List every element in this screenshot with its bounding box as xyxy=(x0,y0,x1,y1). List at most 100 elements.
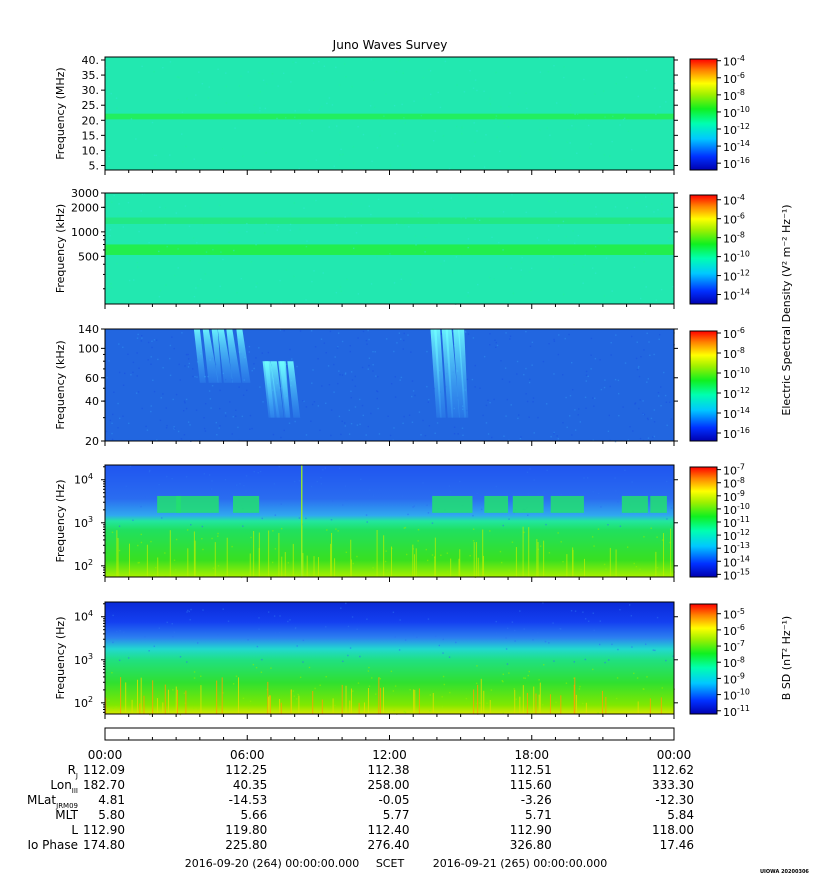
spectrogram-panels: 40.35.30.25.20.15.10.5.Frequency (MHz)10… xyxy=(54,54,793,719)
speckle xyxy=(661,539,664,541)
speckle xyxy=(422,76,425,79)
speckle xyxy=(450,197,452,199)
speckle xyxy=(572,230,574,232)
y-tick-label-exponent: 2 xyxy=(88,558,93,567)
colorbar-tick-label: 10-14 xyxy=(723,139,750,154)
speckle xyxy=(646,332,648,335)
speckle xyxy=(447,570,449,573)
speckle xyxy=(160,397,162,399)
speckle xyxy=(476,195,478,198)
speckle xyxy=(515,698,517,700)
speckle xyxy=(232,683,235,685)
speckle xyxy=(166,621,168,624)
speckle xyxy=(172,635,174,638)
speckle xyxy=(113,391,115,393)
speckle xyxy=(352,690,354,692)
speckle xyxy=(660,288,663,291)
speckle xyxy=(399,60,401,62)
speckle xyxy=(186,611,188,613)
speckle xyxy=(461,126,463,129)
speckle xyxy=(249,414,252,417)
speckle xyxy=(403,332,405,335)
speckle xyxy=(344,216,346,218)
speckle xyxy=(356,424,359,426)
speckle xyxy=(428,398,430,401)
speckle xyxy=(368,685,371,687)
speckle xyxy=(545,403,548,405)
speckle xyxy=(495,115,498,117)
speckle xyxy=(410,279,413,281)
speckle xyxy=(610,342,612,344)
speckle xyxy=(472,337,475,339)
speckle xyxy=(570,362,573,364)
colorbar-tick-label-exponent: -8 xyxy=(737,655,745,664)
speckle xyxy=(201,83,204,85)
speckle xyxy=(655,299,658,302)
speckle xyxy=(472,540,475,542)
speckle xyxy=(274,514,277,516)
speckle xyxy=(371,677,373,679)
speckle xyxy=(474,386,476,388)
speckle xyxy=(669,151,671,153)
colorbar-tick-label-exponent: -12 xyxy=(737,269,750,278)
speckle xyxy=(106,376,108,379)
colorbar-tick-label: 10-15 xyxy=(723,567,750,582)
speckle xyxy=(320,476,322,479)
speckle xyxy=(513,688,515,690)
speckle xyxy=(477,283,479,286)
speckle xyxy=(500,360,502,362)
speckle xyxy=(182,410,185,412)
speckle xyxy=(505,332,507,334)
speckle xyxy=(169,61,172,63)
speckle xyxy=(502,211,505,213)
speckle xyxy=(372,494,375,496)
speckle xyxy=(479,702,481,704)
colorbar-tick-label-exponent: -14 xyxy=(737,406,750,415)
speckle xyxy=(426,559,429,562)
speckle xyxy=(224,415,227,417)
speckle xyxy=(493,278,495,281)
speckle xyxy=(293,275,295,278)
speckle xyxy=(376,256,378,259)
speckle xyxy=(162,66,164,69)
colorbar-tick-label: 10-4 xyxy=(723,54,745,69)
speckle xyxy=(171,477,173,480)
speckle xyxy=(314,687,316,690)
speckle xyxy=(472,257,474,260)
speckle xyxy=(666,424,668,427)
speckle xyxy=(361,366,364,369)
speckle xyxy=(333,363,335,366)
speckle xyxy=(394,132,396,135)
speckle xyxy=(313,401,316,403)
speckle xyxy=(267,351,270,354)
speckle xyxy=(367,368,369,370)
speckle xyxy=(452,331,454,333)
speckle xyxy=(193,295,196,298)
speckle xyxy=(659,89,661,91)
speckle xyxy=(137,544,139,547)
speckle xyxy=(330,519,333,521)
speckle xyxy=(403,710,406,713)
speckle xyxy=(338,168,340,170)
speckle xyxy=(153,339,156,341)
speckle xyxy=(179,713,182,716)
burst-0 xyxy=(236,329,251,383)
colorbar-tick-label: 10-10 xyxy=(723,105,750,120)
speckle xyxy=(184,365,186,367)
speckle xyxy=(115,97,118,99)
spectrogram-lfr-low xyxy=(105,465,674,577)
speckle xyxy=(531,364,533,366)
speckle xyxy=(207,375,209,378)
y-tick-label: 3000 xyxy=(71,187,99,200)
speckle xyxy=(417,540,419,542)
speckle xyxy=(349,350,351,353)
speckle xyxy=(202,609,204,611)
speckle xyxy=(427,401,430,403)
speckle xyxy=(239,483,241,485)
colorbar-tick-label: 10-6 xyxy=(723,623,745,638)
speckle xyxy=(644,252,647,255)
speckle xyxy=(280,527,283,530)
speckle xyxy=(625,76,628,79)
speckle xyxy=(338,415,341,418)
speckle xyxy=(637,95,639,98)
